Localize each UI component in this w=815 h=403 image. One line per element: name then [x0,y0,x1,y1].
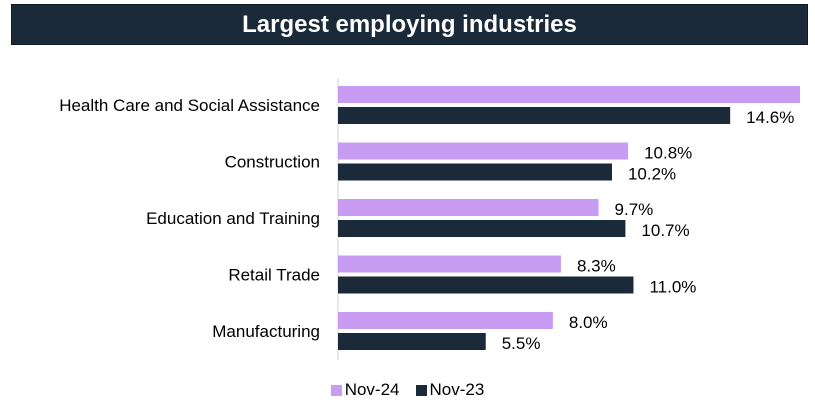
data-label: 8.0% [569,313,608,332]
bar-nov-24 [338,312,553,329]
bar-nov-24 [338,142,629,160]
chart-title: Largest employing industries [242,10,577,38]
category-label: Education and Training [146,209,320,228]
legend-swatch-nov-23 [415,384,427,396]
category-label: Health Care and Social Assistance [59,96,320,115]
bar-nov-24 [338,199,599,216]
bar-nov-23 [338,333,486,350]
data-label: 14.6% [746,108,794,127]
data-label: 10.2% [628,165,676,184]
legend-item-nov-23: Nov-23 [415,380,485,400]
legend-label-nov-23: Nov-23 [429,380,485,399]
legend-item-nov-24: Nov-24 [330,380,400,400]
category-label: Construction [225,153,320,172]
legend-swatch-nov-24 [330,384,342,396]
bar-nov-23 [338,107,731,124]
bar-nov-23 [338,163,612,181]
bar-nov-23 [338,220,626,237]
data-label: 11.0% [649,278,696,297]
bar-nov-24 [338,86,800,103]
bar-nov-23 [338,276,634,294]
legend-label-nov-24: Nov-24 [344,380,400,399]
category-label: Manufacturing [212,322,320,341]
data-label: 10.7% [641,221,689,240]
data-label: 5.5% [502,334,541,353]
data-label: 10.8% [644,144,692,163]
category-label: Retail Trade [228,266,320,285]
chart-title-bar: Largest employing industries [11,4,808,45]
data-label: 9.7% [615,200,654,219]
legend: Nov-24 Nov-23 [0,380,815,400]
bar-nov-24 [338,255,561,273]
data-label: 8.3% [577,257,616,276]
